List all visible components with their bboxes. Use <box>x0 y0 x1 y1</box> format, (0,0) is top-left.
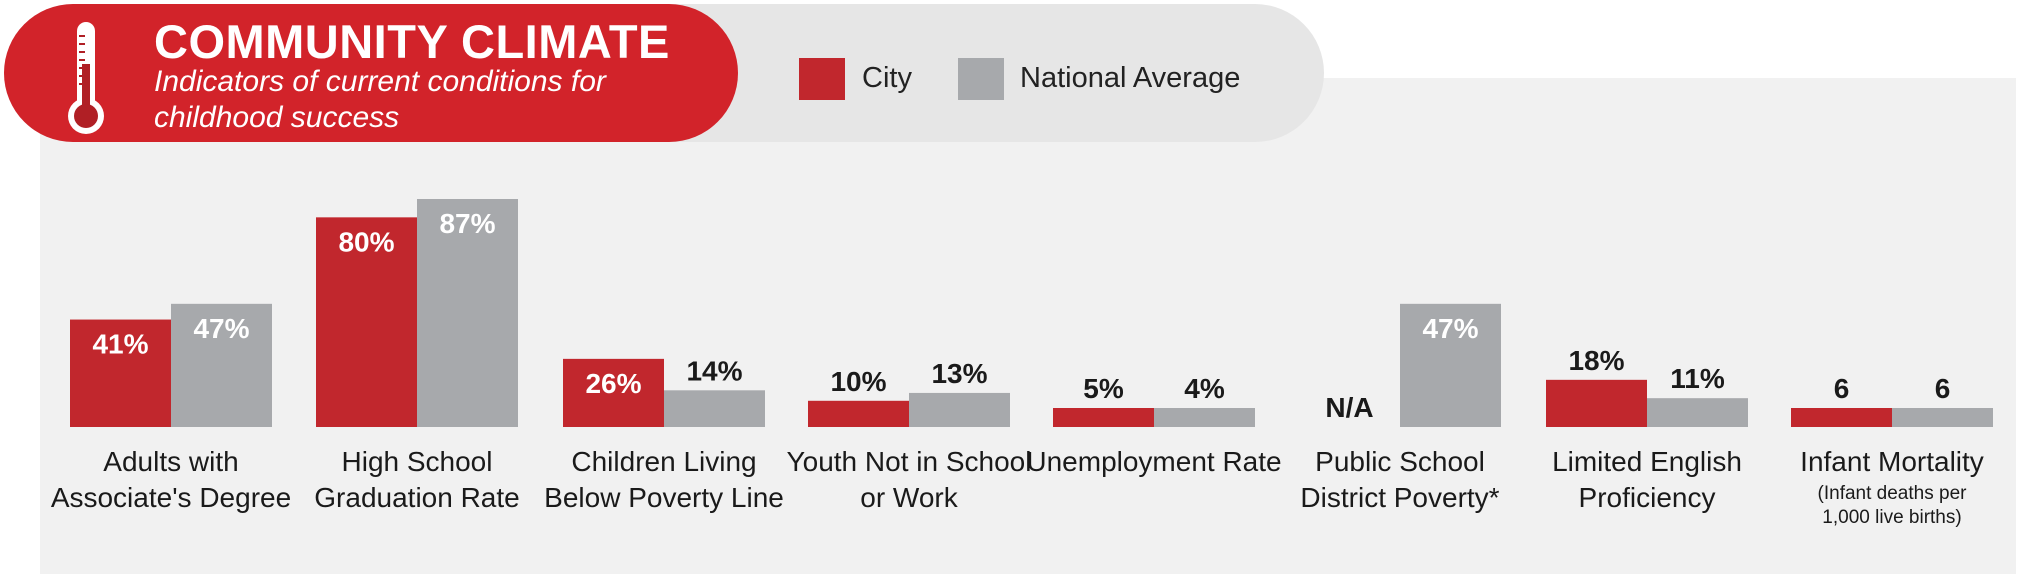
legend-swatch-city <box>799 58 845 100</box>
bar-national <box>417 199 518 427</box>
category-label: Limited English Proficiency <box>1517 444 1777 516</box>
bar-city <box>563 358 664 427</box>
bar-value-label: 4% <box>1184 373 1225 404</box>
thermometer-icon <box>68 22 104 134</box>
category-name: Youth Not in School or Work <box>786 446 1032 513</box>
bar-value-label: 11% <box>1670 363 1725 394</box>
category-label: Adults with Associate's Degree <box>41 444 301 516</box>
chart-subtitle: Indicators of current conditions for chi… <box>154 65 606 134</box>
legend-label-national: National Average <box>1020 62 1241 94</box>
bar-value-label: 5% <box>1083 373 1124 404</box>
bar-value-label: 14% <box>686 355 742 386</box>
bar-city <box>316 217 417 427</box>
bar-value-label: 10% <box>830 366 886 397</box>
category-label: Infant Mortality (Infant deaths per 1,000… <box>1762 444 2022 530</box>
bar-national <box>1892 408 1993 427</box>
category-name: Adults with Associate's Degree <box>50 446 292 513</box>
bar-value-label: 80% <box>338 226 394 257</box>
legend-swatch-national <box>958 58 1004 100</box>
bar-value-label: 18% <box>1568 345 1624 376</box>
bar-value-label: 6 <box>1935 373 1951 404</box>
bar-value-label: 47% <box>193 313 249 344</box>
category-label: Children Living Below Poverty Line <box>534 444 794 516</box>
bar-national <box>171 303 272 427</box>
category-name: High School Graduation Rate <box>314 446 520 513</box>
category-name: Infant Mortality <box>1800 446 1984 477</box>
bar-city <box>1791 408 1892 427</box>
chart-title: COMMUNITY CLIMATE <box>154 15 670 68</box>
bar-city <box>808 400 909 427</box>
bar-value-label: 47% <box>1422 313 1478 344</box>
bar-national <box>664 390 765 427</box>
bar-value-label: N/A <box>1325 392 1373 423</box>
title-banner: COMMUNITY CLIMATE Indicators of current … <box>4 4 738 142</box>
category-label: Unemployment Rate <box>1024 444 1284 480</box>
bar-value-label: 6 <box>1834 373 1850 404</box>
category-name: Children Living Below Poverty Line <box>544 446 784 513</box>
bar-national <box>1154 408 1255 427</box>
category-note: (Infant deaths per 1,000 live births) <box>1817 483 1967 528</box>
bar-value-label: 26% <box>585 368 641 399</box>
category-label: High School Graduation Rate <box>287 444 547 516</box>
bar-city <box>1546 379 1647 427</box>
bar-value-label: 13% <box>931 358 987 389</box>
bar-national <box>1647 398 1748 427</box>
category-name: Public School District Poverty* <box>1300 446 1500 513</box>
category-label: Youth Not in School or Work <box>779 444 1039 516</box>
category-label: Public School District Poverty* <box>1270 444 1530 516</box>
legend-label-city: City <box>862 62 912 94</box>
bar-national <box>909 392 1010 427</box>
bar-value-label: 87% <box>439 208 495 239</box>
bar-national <box>1400 303 1501 427</box>
bar-city <box>70 319 171 427</box>
category-name: Limited English Proficiency <box>1552 446 1742 513</box>
category-name: Unemployment Rate <box>1026 446 1282 477</box>
bar-value-label: 41% <box>92 329 148 360</box>
bar-city <box>1053 408 1154 427</box>
